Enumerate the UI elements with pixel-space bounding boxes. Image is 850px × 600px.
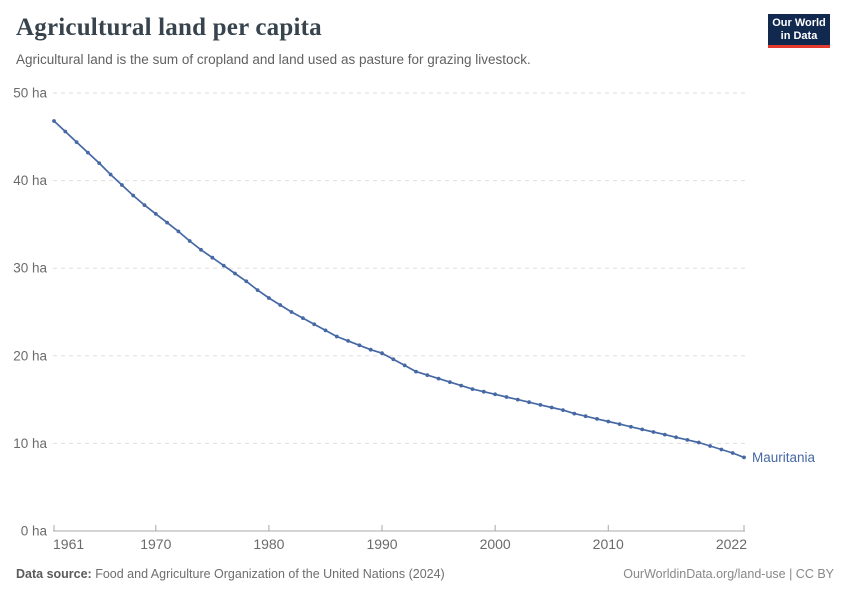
data-point — [651, 430, 656, 434]
data-point — [662, 432, 667, 437]
y-axis-tick-label: 20 ha — [13, 348, 47, 363]
data-point — [323, 328, 328, 333]
chart-subtitle: Agricultural land is the sum of cropland… — [16, 52, 531, 67]
data-line — [53, 120, 745, 459]
data-point — [425, 373, 430, 377]
data-point — [493, 392, 497, 397]
data-point — [742, 455, 746, 460]
data-point — [131, 193, 136, 198]
y-axis-tick-label: 50 ha — [13, 86, 47, 101]
data-point — [685, 438, 690, 442]
data-point — [255, 288, 260, 292]
data-point — [629, 424, 633, 429]
data-point — [515, 397, 520, 402]
data-point — [312, 322, 317, 327]
logo-text-line2: in Data — [780, 29, 818, 42]
y-axis-tick-label: 30 ha — [13, 261, 47, 276]
x-axis-tick-label: 2010 — [593, 536, 624, 552]
data-point — [289, 310, 294, 314]
data-point — [436, 376, 441, 381]
data-point — [187, 239, 192, 243]
data-point — [368, 347, 373, 352]
data-point — [108, 172, 113, 177]
logo-text-line1: Our World — [772, 17, 826, 29]
data-point — [527, 400, 531, 405]
chart-footer: Data source: Food and Agriculture Organi… — [0, 567, 850, 581]
data-point — [244, 279, 249, 284]
data-point — [595, 417, 599, 421]
x-axis-tick-label: 2000 — [480, 536, 511, 552]
series-entity-label: Mauritania — [752, 450, 816, 465]
data-point — [549, 405, 554, 410]
data-point — [402, 363, 407, 368]
data-point — [176, 229, 181, 234]
data-point — [504, 395, 509, 399]
data-source-note: Data source: Food and Agriculture Organi… — [16, 567, 445, 581]
data-point — [97, 161, 102, 166]
y-axis-tick-label: 40 ha — [13, 173, 47, 188]
footer-citation-link[interactable]: OurWorldinData.org/land-use | CC BY — [623, 567, 834, 581]
y-axis-tick-label: 10 ha — [13, 436, 47, 451]
data-point — [334, 334, 339, 339]
data-point — [199, 247, 203, 252]
data-point — [561, 408, 565, 412]
data-point — [221, 263, 226, 268]
data-point — [391, 357, 396, 362]
data-point — [538, 403, 543, 407]
data-point — [120, 183, 124, 187]
data-point — [414, 369, 418, 374]
x-axis-tick-label: 1961 — [53, 536, 84, 552]
data-point — [210, 255, 215, 260]
data-point — [696, 440, 701, 445]
data-point — [52, 119, 56, 123]
data-source-text: Food and Agriculture Organization of the… — [91, 567, 445, 581]
data-point — [153, 212, 158, 216]
y-axis-tick-label: 0 ha — [21, 524, 48, 539]
data-point — [278, 303, 283, 307]
data-point — [583, 414, 588, 419]
data-point — [572, 411, 577, 416]
data-point — [86, 150, 90, 155]
x-axis-tick-label: 1990 — [366, 536, 397, 552]
data-point — [142, 203, 147, 208]
data-point — [617, 422, 622, 426]
data-point — [719, 447, 724, 452]
x-axis-tick-label: 1980 — [253, 536, 284, 552]
data-point — [165, 220, 170, 225]
data-point — [380, 351, 384, 356]
x-axis-tick-label: 1970 — [140, 536, 171, 552]
owid-logo: Our World in Data — [768, 14, 830, 48]
data-point — [730, 451, 735, 455]
data-point — [640, 427, 645, 432]
data-point — [346, 339, 350, 343]
data-point — [708, 444, 712, 448]
data-point — [606, 419, 611, 424]
data-point — [481, 389, 486, 394]
data-point — [301, 316, 305, 320]
data-point — [674, 435, 678, 440]
data-point — [74, 140, 79, 145]
data-point — [357, 343, 362, 348]
data-point — [233, 271, 237, 276]
data-source-label: Data source: — [16, 567, 92, 581]
data-point — [459, 383, 464, 388]
data-point — [63, 129, 68, 134]
data-point — [267, 296, 271, 300]
data-point — [448, 380, 452, 384]
x-axis-tick-label: 2022 — [716, 536, 747, 552]
data-point — [470, 387, 475, 391]
chart-title: Agricultural land per capita — [16, 14, 322, 41]
